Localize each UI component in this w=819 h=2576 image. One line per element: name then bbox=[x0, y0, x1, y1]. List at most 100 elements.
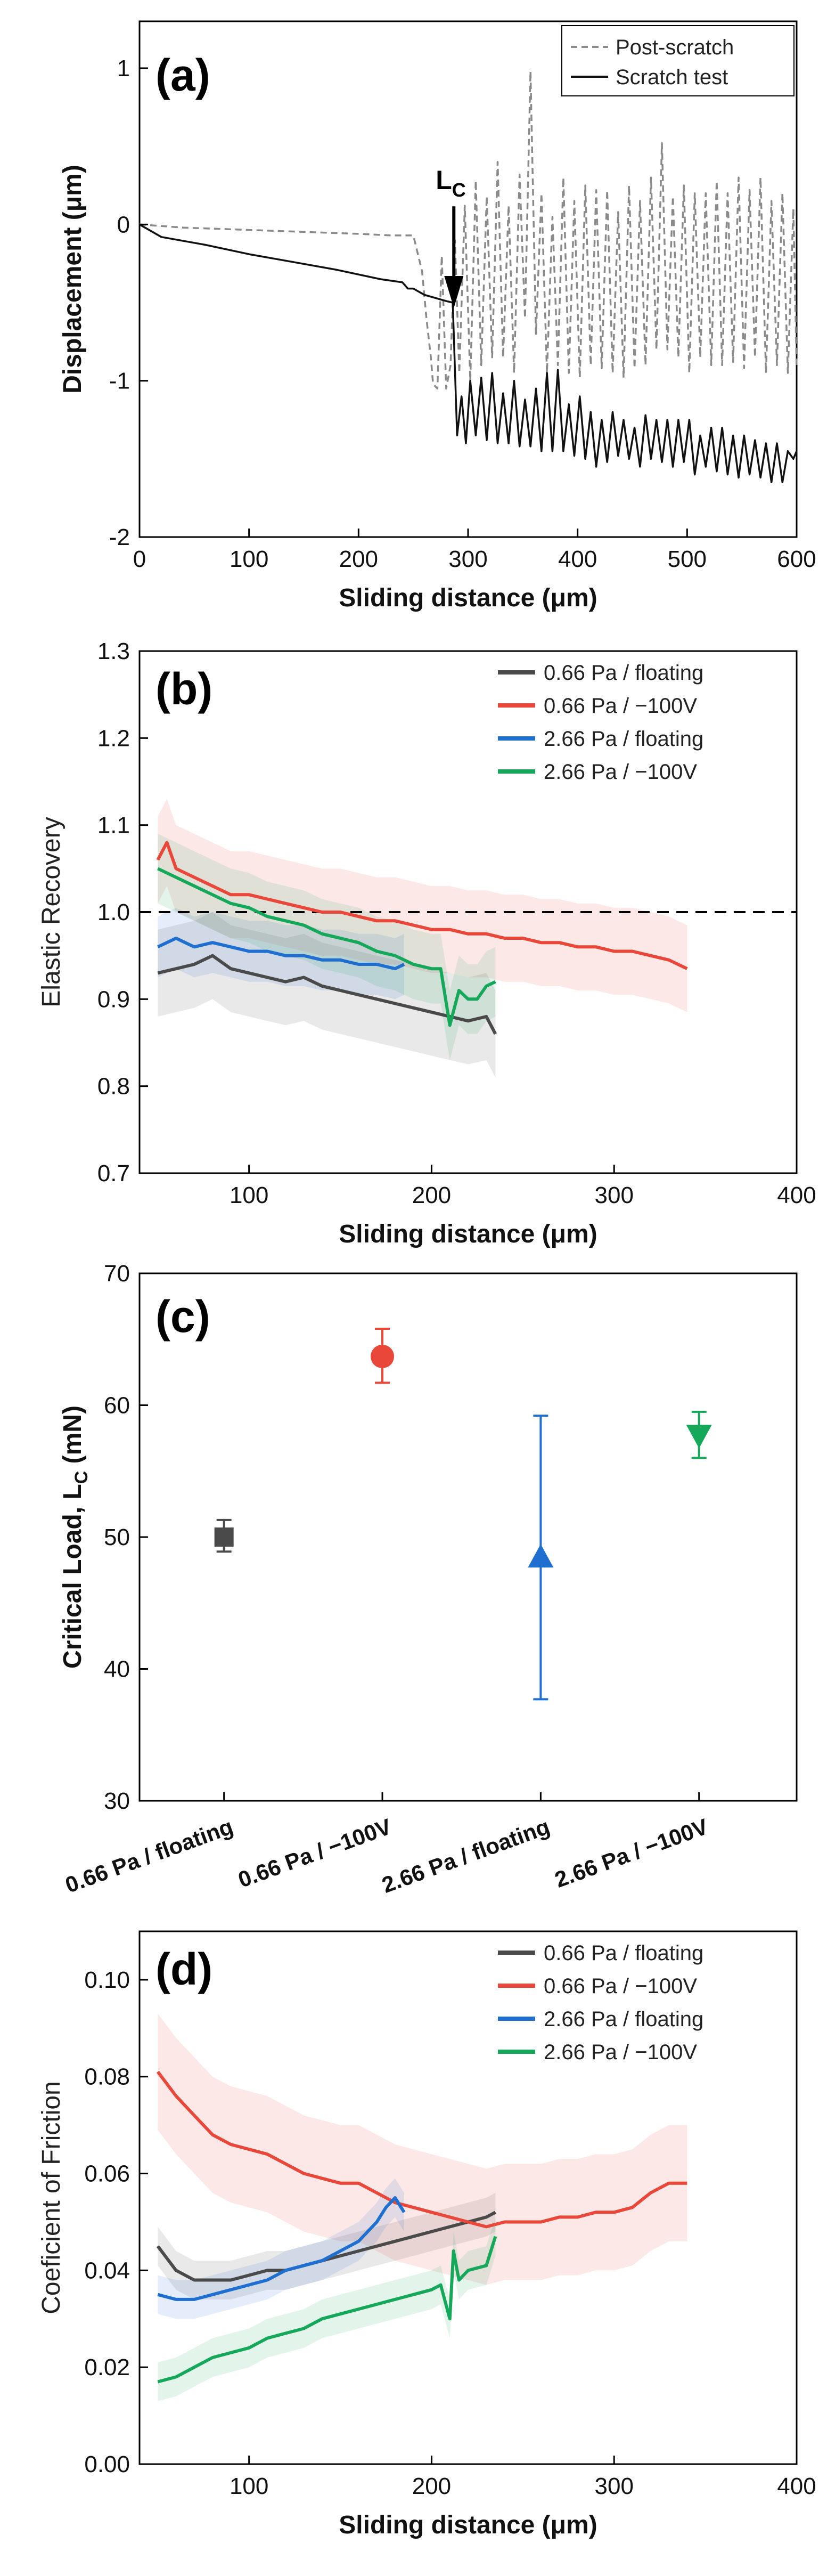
series-band bbox=[158, 912, 496, 1078]
legend-box bbox=[561, 25, 795, 96]
legend-entry: 0.66 Pa / −100V bbox=[544, 1974, 697, 1998]
panel-label: (b) bbox=[155, 664, 212, 714]
x-tick-label: 600 bbox=[777, 546, 816, 572]
plot-frame bbox=[138, 20, 798, 538]
lc-arrow-head bbox=[444, 276, 464, 308]
y-tick-label: 0.06 bbox=[84, 2161, 130, 2187]
data-point-square bbox=[214, 1527, 234, 1547]
plot-frame bbox=[138, 1272, 798, 1802]
panel-label: (d) bbox=[155, 1944, 212, 1994]
legend: Post-scratch Scratch test bbox=[561, 25, 795, 96]
y-axis-title-main: Critical Load, L bbox=[59, 1484, 87, 1669]
y-tick-label: 70 bbox=[104, 1261, 130, 1287]
x-tick-label: 200 bbox=[412, 1182, 451, 1208]
x-tick-label: 100 bbox=[230, 1182, 268, 1208]
category-label: 2.66 Pa / floating bbox=[379, 1814, 553, 1898]
y-tick-label: 0.00 bbox=[84, 2451, 130, 2477]
legend-entry: Scratch test bbox=[616, 66, 728, 89]
legend-entry: 2.66 Pa / −100V bbox=[544, 2041, 697, 2064]
y-tick-label: 0 bbox=[117, 212, 130, 238]
y-tick-label: 0.02 bbox=[84, 2354, 130, 2380]
x-tick-label: 300 bbox=[448, 546, 487, 572]
legend-entry: 0.66 Pa / floating bbox=[544, 1941, 703, 1965]
data-point-triangle-up bbox=[528, 1544, 554, 1568]
y-axis-title: Coeficient of Friction bbox=[37, 2081, 65, 2314]
category-label: 2.66 Pa / −100V bbox=[552, 1814, 711, 1892]
legend-entry: 2.66 Pa / floating bbox=[544, 2008, 703, 2031]
series-band bbox=[158, 799, 687, 1012]
legend-entry: 2.66 Pa / −100V bbox=[544, 760, 697, 784]
lc-annotation-main: L bbox=[436, 165, 452, 195]
y-tick-label: 0.04 bbox=[84, 2257, 130, 2284]
category-label: 0.66 Pa / floating bbox=[62, 1814, 236, 1898]
x-axis-title: Sliding distance (μm) bbox=[339, 1220, 597, 1248]
y-tick-label: -1 bbox=[109, 368, 130, 394]
series-band bbox=[158, 2217, 496, 2401]
legend: 0.66 Pa / floating 0.66 Pa / −100V 2.66 Pa… bbox=[498, 661, 703, 784]
category-label: 0.66 Pa / −100V bbox=[235, 1814, 395, 1892]
x-tick-label: 300 bbox=[595, 1182, 634, 1208]
y-tick-label: 40 bbox=[104, 1656, 130, 1683]
panel-a-chart: -2 -1 0 1 0 100 200 300 400 500 600 (a) Sliding dist… bbox=[59, 20, 816, 612]
y-axis-title: Displacement (μm) bbox=[59, 165, 87, 393]
y-tick-label: 1.1 bbox=[97, 812, 130, 839]
y-tick-label: 0.9 bbox=[97, 986, 130, 1012]
series-band bbox=[158, 834, 496, 1060]
scratch-test-line bbox=[139, 223, 798, 484]
y-tick-label: 1.2 bbox=[97, 725, 130, 751]
x-tick-label: 400 bbox=[777, 2473, 816, 2499]
series-band bbox=[158, 2178, 404, 2319]
x-tick-label: 200 bbox=[412, 2473, 451, 2499]
x-tick-label: 400 bbox=[777, 1182, 816, 1208]
panel-label-c: (c) bbox=[155, 1291, 210, 1342]
series-line bbox=[157, 867, 496, 1027]
series-line bbox=[157, 2236, 497, 2384]
panel-label-a: (a) bbox=[155, 50, 210, 100]
y-tick-label: -2 bbox=[109, 524, 130, 550]
legend-entry: 0.66 Pa / −100V bbox=[544, 694, 697, 718]
y-tick-label: 0.10 bbox=[84, 1967, 130, 1993]
y-axis-title: Critical Load, LC (mN) bbox=[59, 1405, 92, 1669]
y-tick-label: 1.0 bbox=[97, 899, 130, 925]
plot-frame bbox=[138, 1930, 798, 2465]
legend-entry: 0.66 Pa / floating bbox=[544, 661, 703, 685]
x-tick-label: 400 bbox=[558, 546, 597, 572]
y-tick-label: 0.7 bbox=[97, 1160, 130, 1187]
x-tick-label: 200 bbox=[339, 546, 378, 572]
y-tick-label: 1.3 bbox=[97, 638, 130, 664]
series-line bbox=[156, 2211, 496, 2282]
x-axis-title: Sliding distance (μm) bbox=[339, 584, 597, 612]
y-axis-title-unit: (mN) bbox=[59, 1405, 87, 1471]
lc-annotation: LC bbox=[436, 165, 466, 201]
data-point-circle bbox=[371, 1344, 395, 1368]
x-tick-label: 500 bbox=[668, 546, 707, 572]
y-tick-label: 50 bbox=[104, 1524, 130, 1550]
x-tick-label: 300 bbox=[595, 2473, 634, 2499]
x-tick-label: 100 bbox=[230, 546, 268, 572]
y-tick-label: 0.8 bbox=[97, 1074, 130, 1100]
y-tick-label: 1 bbox=[117, 55, 130, 82]
series-line bbox=[157, 937, 405, 971]
series-line bbox=[156, 841, 688, 970]
post-scratch-line bbox=[139, 70, 798, 390]
y-tick-label: 0.08 bbox=[84, 2064, 130, 2090]
legend: 0.66 Pa / floating 0.66 Pa / −100V 2.66 Pa… bbox=[498, 1941, 703, 2064]
data-point-triangle-down bbox=[686, 1425, 712, 1449]
x-tick-label: 0 bbox=[133, 546, 146, 572]
legend-entry: Post-scratch bbox=[616, 36, 734, 59]
y-tick-label: 30 bbox=[104, 1788, 130, 1814]
y-axis-title: Elastic Recovery bbox=[37, 817, 65, 1007]
x-axis-title: Sliding distance (μm) bbox=[339, 2511, 597, 2539]
lc-annotation-sub: C bbox=[452, 179, 466, 201]
panel-d-chart: 0.00 0.02 0.04 0.06 0.08 0.10 100 200 300 400 Slid… bbox=[37, 1930, 816, 2539]
y-tick-label: 60 bbox=[104, 1393, 130, 1419]
series-line bbox=[157, 2196, 406, 2301]
panel-b-chart: 0.7 0.8 0.9 1.0 1.1 1.2 1.3 100 200 300 400 Sliding… bbox=[37, 638, 816, 1248]
series-band bbox=[158, 2192, 496, 2299]
y-axis-title-sub: C bbox=[71, 1471, 92, 1484]
series-line bbox=[156, 2070, 687, 2229]
x-tick-label: 100 bbox=[230, 2473, 268, 2499]
legend-entry: 2.66 Pa / floating bbox=[544, 727, 703, 751]
